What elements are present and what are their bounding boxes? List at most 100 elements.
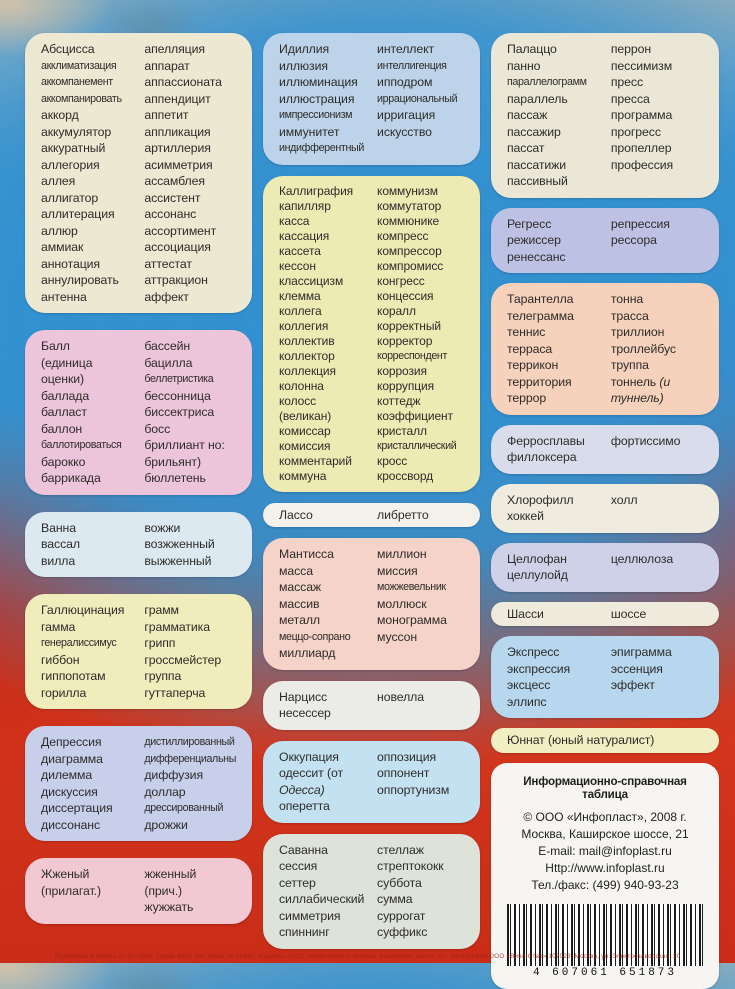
word: (единица: [41, 355, 93, 370]
word: интеллект: [377, 42, 435, 56]
reference-card: Абсцисса акклиматизация аккомпанемент акком…: [25, 33, 719, 989]
word: жужжать: [144, 900, 194, 914]
word: эссенция: [610, 661, 663, 676]
word: аккорд: [41, 108, 79, 122]
word: аккумулятор: [41, 124, 112, 139]
word: сеттер: [279, 875, 316, 890]
word: теннис: [507, 325, 546, 339]
word: корректор: [377, 333, 433, 348]
word: профессия: [610, 157, 674, 172]
word: дрессированный: [144, 802, 224, 814]
word: кросс: [377, 453, 408, 468]
word: дилемма: [41, 768, 93, 782]
word: пессимизм: [610, 58, 673, 73]
word: прогресс: [610, 124, 661, 139]
word: пассаж: [507, 108, 548, 122]
word: касса: [279, 213, 310, 228]
word: диссертация: [41, 801, 113, 815]
word: гуттаперча: [144, 685, 206, 700]
word: беллетристика: [144, 373, 214, 385]
word: диффузия: [144, 768, 203, 782]
word: ирригация: [377, 108, 436, 122]
word: массаж: [279, 580, 322, 594]
word: апелляция: [144, 42, 205, 56]
word-column-left: Тарантелла телеграмма теннис терраса террико…: [507, 291, 611, 407]
word: импрессионизм: [279, 109, 353, 121]
group-box-e: Экспресс экспрессия эксцесс эллипс эпиграмма…: [491, 636, 719, 718]
word: филлоксера: [507, 450, 577, 464]
column-2: Идиллия иллюзия иллюминация иллюстрация импр…: [263, 33, 480, 963]
word: репрессия: [610, 216, 670, 231]
word: баллада: [41, 388, 90, 403]
column-3: Палаццо панно параллелограмм параллель пасса…: [491, 33, 719, 989]
barcode: 4 607061 651873: [499, 903, 711, 979]
word-column-right: грамм грамматика грипп гроссмейстер группа гу…: [144, 602, 236, 701]
word: диссонанс: [41, 817, 100, 832]
word-column-right: шоссе: [611, 606, 703, 623]
word: труппа: [610, 358, 649, 372]
word: иррациональный: [377, 92, 458, 105]
word-column-right: стеллаж стрептококк суббота сумма суррогат су…: [377, 842, 464, 941]
word: Депрессия: [41, 735, 102, 749]
word: артиллерия: [144, 141, 211, 155]
word: трасса: [610, 308, 649, 323]
word: группа: [144, 669, 182, 683]
word-column-right: репрессия рессора: [611, 216, 703, 266]
word: Ванна: [41, 520, 76, 535]
word-column-left: Депрессия диаграмма дилемма дискуссия диссер…: [41, 734, 144, 833]
word: аллегория: [41, 157, 100, 172]
info-copyright: © ООО «Инфопласт», 2008 г.: [523, 809, 687, 824]
word-column-right: перрон пессимизм пресс пресса программа прогр…: [611, 41, 703, 190]
word: кристалл: [377, 423, 427, 438]
word: капилляр: [279, 198, 331, 213]
group-box-d: Депрессия диаграмма дилемма дискуссия диссер…: [25, 726, 252, 841]
word: режиссер: [507, 233, 561, 247]
word: классицизм: [279, 273, 344, 288]
info-email: E-mail: mail@infoplast.ru: [538, 843, 672, 858]
word: Балл: [41, 339, 70, 353]
word: Каллиграфия: [279, 183, 354, 198]
word: туннель): [610, 391, 664, 405]
word: баллон: [41, 421, 83, 436]
word: биссектриса: [144, 405, 215, 419]
word: Экспресс: [507, 645, 560, 659]
word-column-right: дистиллированный дифференциальный диффузия…: [144, 734, 236, 833]
group-box-f: Ферросплавы филлоксера фортиссимо: [491, 424, 719, 474]
word: (великан): [279, 408, 332, 423]
word: (прич.): [144, 883, 183, 898]
word: рессора: [610, 233, 657, 247]
word: коллега: [279, 303, 322, 318]
word-column-right: миллион миссия можжевельник моллюск монограм…: [377, 546, 464, 662]
word: панно: [507, 58, 541, 73]
word: миссия: [377, 563, 418, 578]
word: коттедж: [377, 393, 421, 408]
word: дискуссия: [41, 784, 98, 799]
group-box-yu: Юннат (юный натуралист): [491, 728, 719, 753]
info-website: Http://www.infoplast.ru: [545, 860, 665, 875]
word: компресс: [377, 228, 429, 243]
word: Палаццо: [507, 42, 557, 56]
info-phone: Тел./факс: (499) 940-93-23: [531, 877, 679, 892]
word: компромисс: [377, 258, 444, 273]
group-box-sh: Шасси шоссе: [491, 601, 719, 626]
word: барокко: [41, 454, 86, 469]
word: эксцесс: [507, 678, 551, 692]
word-column-right: фортиссимо: [611, 433, 703, 466]
word: пассивный: [507, 174, 568, 188]
word-column-left: Шасси: [507, 606, 611, 623]
word-column-left: Оккупация одессит (от Одесса) оперетта: [279, 749, 377, 815]
word-column-right: вожжи возжженный выжженный: [144, 520, 236, 570]
word: Оккупация: [279, 749, 339, 764]
word: триллион: [610, 325, 665, 339]
word: целлулойд: [507, 568, 568, 582]
word-column-right: апелляция аппарат аппассионата аппендицит ап…: [144, 41, 236, 305]
word: сессия: [279, 859, 318, 873]
word: аттракцион: [144, 273, 208, 287]
word: Жженый: [41, 867, 90, 881]
word: холл: [610, 492, 638, 507]
word: бессонница: [144, 388, 211, 403]
word: экспрессия: [507, 661, 571, 676]
word: аллюр: [41, 223, 78, 238]
word: бацилла: [144, 355, 193, 370]
word: суррогат: [377, 908, 426, 923]
